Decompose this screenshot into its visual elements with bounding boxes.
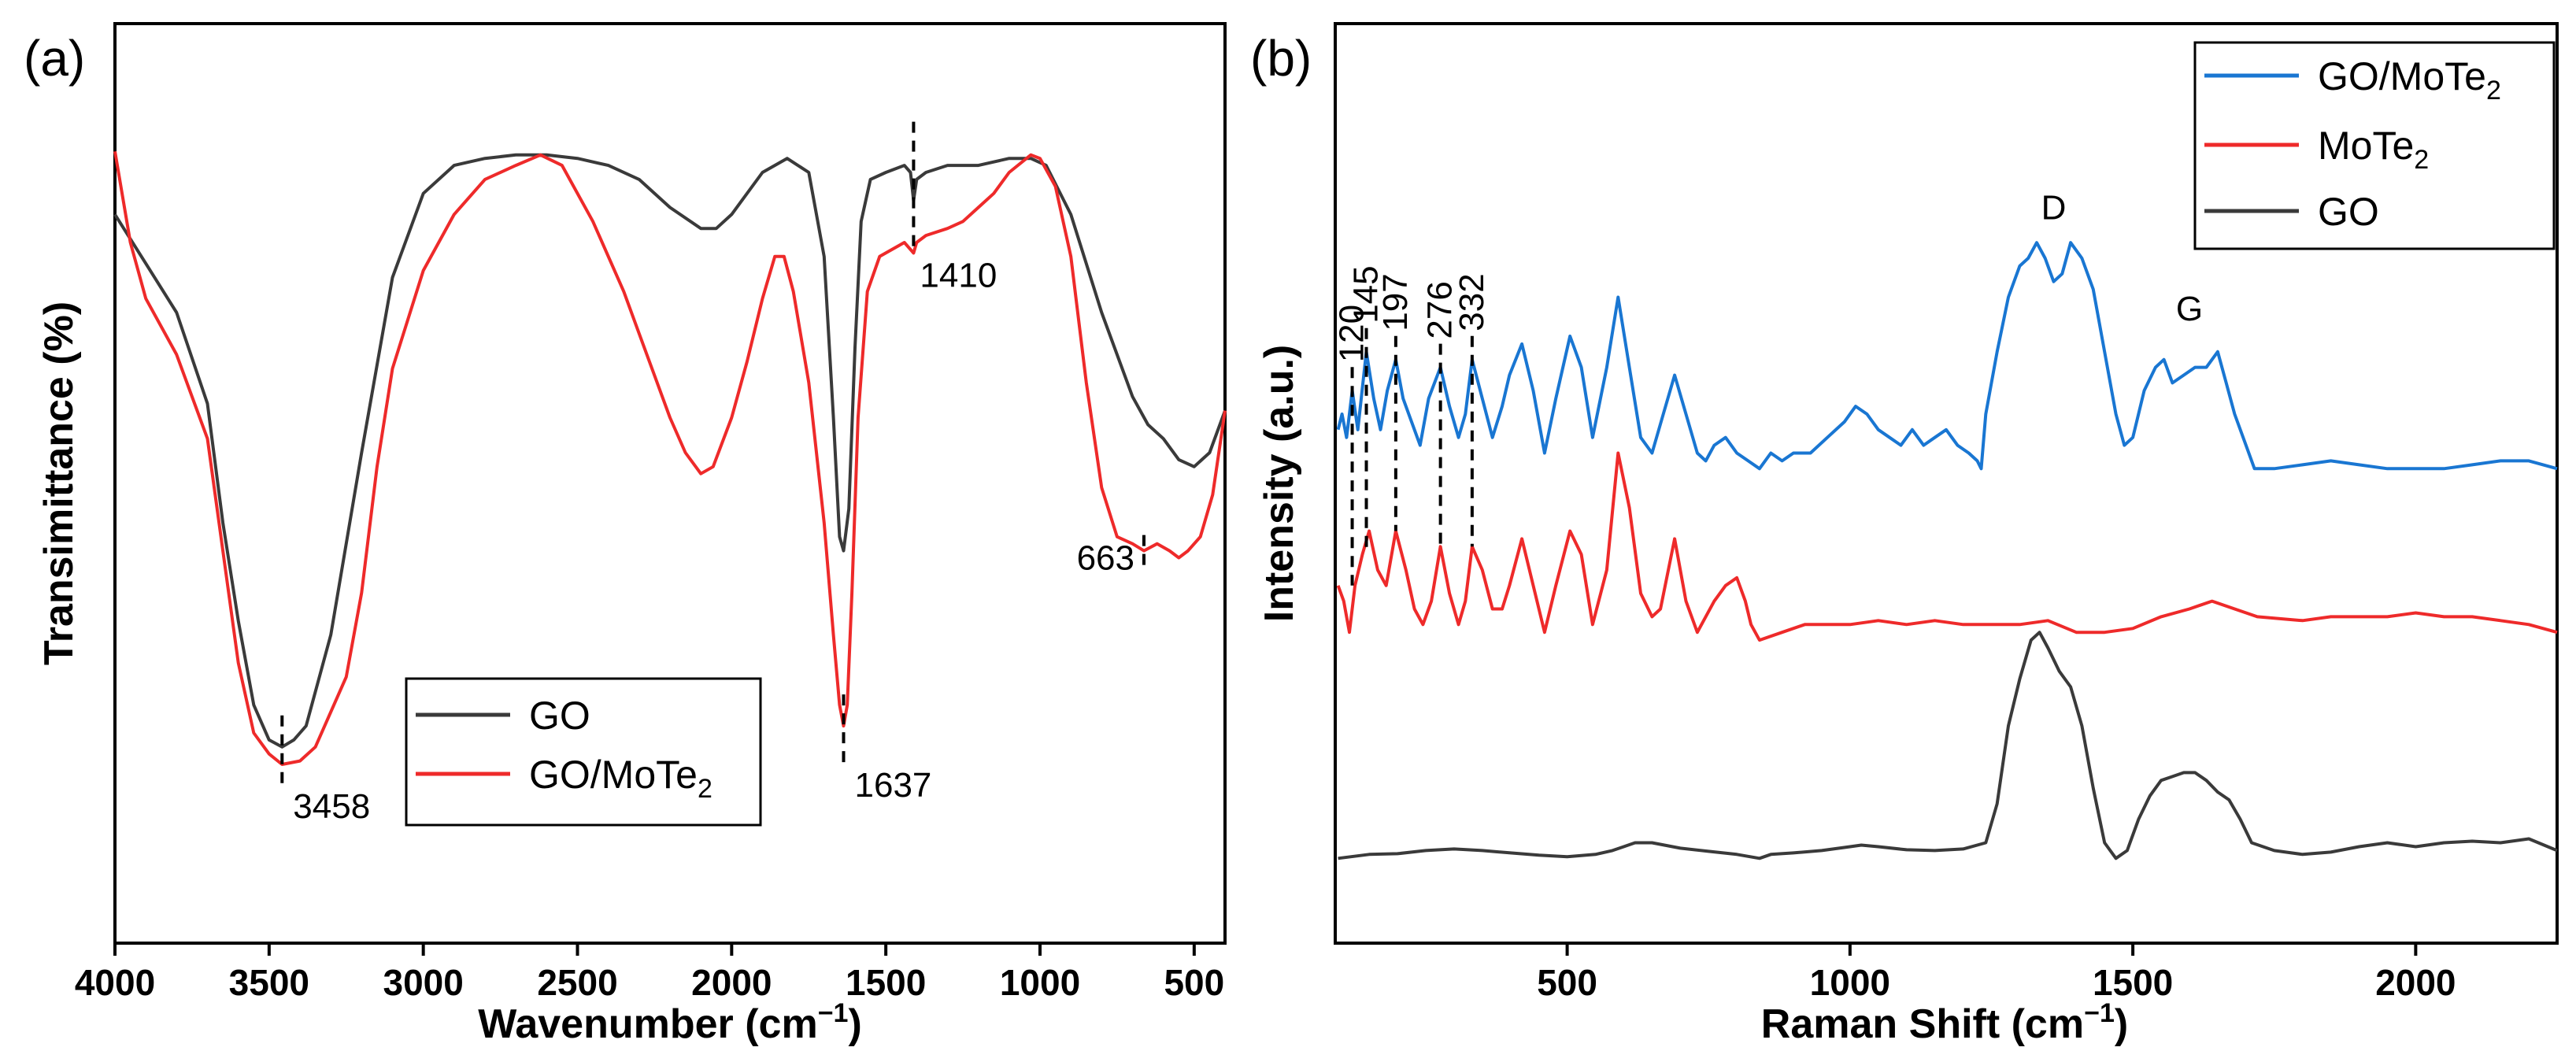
- legend-label-mote2: MoTe2: [2318, 124, 2429, 175]
- legend-label-go: GO: [529, 694, 590, 738]
- panel-b-series-mote2: [1336, 451, 2558, 642]
- panel-b-band-label-g: G: [2176, 290, 2203, 328]
- panel-a-legend-box: [405, 677, 762, 827]
- panel-b-x-tick-label-1500: 1500: [2093, 962, 2173, 1003]
- panel-b-peak-label-197: 197: [1376, 273, 1415, 331]
- legend-label-go: GO: [2318, 190, 2379, 234]
- panel-a-annotations: 3458 1637 1410 663: [280, 121, 1146, 826]
- panel-a-peak-label-3458: 3458: [293, 787, 370, 826]
- panel-b-legend: GO/MoTe2 MoTe2 GO: [2193, 41, 2556, 250]
- panel-a-peak-label-663: 663: [1077, 539, 1134, 578]
- panel-b-peak-label-332: 332: [1453, 273, 1491, 331]
- panel-b-label: (b): [1250, 30, 1312, 87]
- panel-b-plot-frame: [1334, 22, 2559, 945]
- panel-a-series-go-mote2: [113, 150, 1227, 766]
- panel-a-label: (a): [24, 30, 85, 87]
- panel-a-ftir-chart: (a) 4000 3500 3000 2500 2000 1500 1000 500 3458…: [24, 22, 1227, 1047]
- panel-a-x-tick-label-2500: 2500: [537, 962, 617, 1003]
- panel-a-y-axis-title: Transimittance (%): [36, 302, 82, 665]
- panel-b-peak-label-120: 120: [1333, 305, 1371, 362]
- panel-a-x-tick-label-500: 500: [1164, 962, 1224, 1003]
- panel-a-x-tick-label-4000: 4000: [75, 962, 155, 1003]
- panel-b-x-axis-title: Raman Shift (cm−1): [1761, 998, 2128, 1047]
- panel-a-series: [113, 150, 1227, 766]
- panel-a-plot-frame: [113, 22, 1227, 945]
- panel-b-peak-label-276: 276: [1421, 281, 1460, 339]
- panel-a-x-tick-label-1000: 1000: [1000, 962, 1080, 1003]
- panel-a-peak-label-1637: 1637: [855, 766, 932, 805]
- panel-b-series-go-mote2: [1336, 241, 2558, 471]
- panel-b-x-ticks: 500 1000 1500 2000: [1537, 943, 2456, 1003]
- panel-b-series-go: [1338, 631, 2558, 860]
- panel-a-x-tick-label-2000: 2000: [691, 962, 772, 1003]
- panel-a-series-go: [113, 153, 1227, 749]
- panel-a-x-axis-title: Wavenumber (cm−1): [478, 998, 862, 1047]
- panel-b-x-tick-label-500: 500: [1537, 962, 1597, 1003]
- panel-a-legend: GO GO/MoTe2: [405, 677, 762, 827]
- panel-a-peak-label-1410: 1410: [920, 257, 997, 295]
- panel-b-x-tick-label-2000: 2000: [2375, 962, 2456, 1003]
- panel-b-band-label-d: D: [2041, 189, 2067, 228]
- panel-b-x-tick-label-1000: 1000: [1810, 962, 1890, 1003]
- panel-a-x-tick-label-3500: 3500: [229, 962, 309, 1003]
- panel-b-series: [1336, 241, 2558, 860]
- panel-a-x-ticks: 4000 3500 3000 2500 2000 1500 1000 500: [75, 943, 1224, 1003]
- panel-a-x-tick-label-3000: 3000: [383, 962, 463, 1003]
- panel-a-x-tick-label-1500: 1500: [846, 962, 926, 1003]
- legend-label-go-mote2: GO/MoTe2: [2318, 54, 2501, 105]
- legend-label-go-mote2: GO/MoTe2: [529, 753, 712, 804]
- panel-b-y-axis-title: Intensity (a.u.): [1257, 345, 1302, 622]
- panel-b-peak-label-145: 145: [1347, 265, 1386, 323]
